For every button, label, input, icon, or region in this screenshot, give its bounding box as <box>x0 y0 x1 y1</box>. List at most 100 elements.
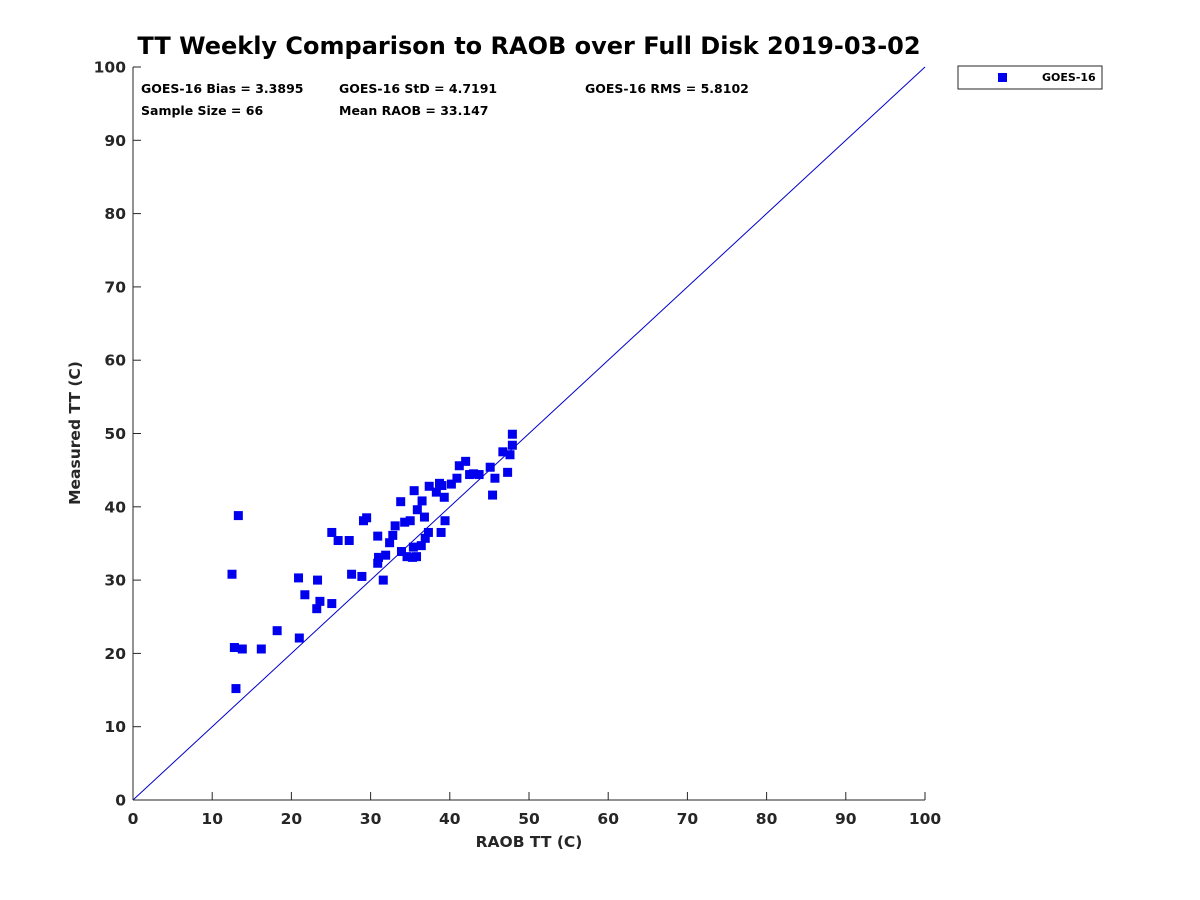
data-point <box>300 590 310 600</box>
data-point <box>474 470 484 480</box>
data-point <box>294 573 304 583</box>
data-point <box>294 633 304 643</box>
data-points <box>227 429 517 694</box>
data-point <box>315 596 325 606</box>
data-point <box>446 479 456 489</box>
data-point <box>229 643 239 653</box>
data-point <box>272 626 282 636</box>
x-axis-ticks: 0 10 20 30 40 50 60 70 80 90 100 <box>128 792 942 828</box>
x-tick-label: 100 <box>909 810 942 828</box>
x-tick-label: 90 <box>835 810 857 828</box>
y-tick-label: 0 <box>115 792 126 810</box>
data-point <box>231 684 241 694</box>
data-point <box>357 571 367 581</box>
x-tick-label: 80 <box>756 810 778 828</box>
data-point <box>507 429 517 439</box>
x-tick-label: 20 <box>281 810 303 828</box>
data-point <box>381 550 391 560</box>
data-point <box>461 456 471 466</box>
data-point <box>423 527 433 537</box>
data-point <box>344 536 354 546</box>
data-point <box>400 517 410 527</box>
data-point <box>452 473 462 483</box>
data-point <box>412 505 422 515</box>
x-tick-label: 70 <box>677 810 699 828</box>
legend-label: GOES-16 <box>1042 71 1096 84</box>
data-point <box>373 531 383 541</box>
data-point <box>507 440 517 450</box>
stat-std: GOES-16 StD = 4.7191 <box>339 81 497 96</box>
legend: GOES-16 <box>957 65 1103 90</box>
data-point <box>440 516 450 526</box>
x-tick-label: 0 <box>128 810 139 828</box>
y-tick-label: 90 <box>104 132 126 150</box>
data-point <box>439 492 449 502</box>
data-point <box>408 542 418 552</box>
x-tick-label: 30 <box>360 810 382 828</box>
data-point <box>362 513 372 523</box>
y-axis-label: Measured TT (C) <box>66 361 84 505</box>
legend-marker-square-icon <box>998 73 1007 82</box>
data-point <box>409 486 419 496</box>
data-point <box>327 599 337 609</box>
data-point <box>327 527 337 537</box>
data-point <box>503 467 513 477</box>
data-point <box>313 575 323 585</box>
data-point <box>436 527 446 537</box>
data-point <box>388 530 398 540</box>
data-point <box>312 604 322 614</box>
x-axis-label: RAOB TT (C) <box>476 833 583 851</box>
data-point <box>417 496 427 506</box>
x-tick-label: 40 <box>439 810 461 828</box>
data-point <box>385 538 395 548</box>
y-tick-label: 100 <box>94 59 127 77</box>
y-tick-label: 80 <box>104 205 126 223</box>
y-tick-label: 20 <box>104 645 126 663</box>
data-point <box>256 644 266 654</box>
data-point <box>233 511 243 521</box>
x-tick-label: 10 <box>201 810 223 828</box>
data-point <box>424 481 434 491</box>
y-tick-label: 60 <box>104 352 126 370</box>
data-point <box>237 644 247 654</box>
one-to-one-reference-line <box>132 66 926 801</box>
data-point <box>420 533 430 543</box>
data-point <box>374 552 384 562</box>
y-tick-label: 70 <box>104 278 126 296</box>
y-tick-label: 50 <box>104 425 126 443</box>
y-tick-label: 10 <box>104 718 126 736</box>
x-tick-label: 50 <box>518 810 540 828</box>
data-point <box>454 461 464 471</box>
data-point <box>405 516 415 526</box>
chart-title: TT Weekly Comparison to RAOB over Full D… <box>137 32 920 60</box>
data-point <box>412 552 422 562</box>
data-point <box>488 490 498 500</box>
data-point <box>378 575 388 585</box>
stat-mean-raob: Mean RAOB = 33.147 <box>339 103 488 118</box>
data-point <box>227 569 237 579</box>
data-point <box>419 512 429 522</box>
data-point <box>373 558 383 568</box>
data-point <box>416 541 426 551</box>
data-point <box>396 497 406 507</box>
data-point <box>347 569 357 579</box>
stat-sample-size: Sample Size = 66 <box>141 103 263 118</box>
data-point <box>498 447 508 457</box>
data-point <box>490 473 500 483</box>
y-axis-ticks: 0 10 20 30 40 50 60 70 80 90 100 <box>94 59 141 810</box>
stat-rms: GOES-16 RMS = 5.8102 <box>585 81 749 96</box>
data-point <box>437 481 447 491</box>
y-tick-label: 40 <box>104 498 126 516</box>
data-point <box>390 521 400 531</box>
data-point <box>431 487 441 497</box>
data-point <box>402 552 412 562</box>
data-point <box>396 547 406 557</box>
data-point <box>469 469 479 479</box>
y-tick-label: 30 <box>104 572 126 590</box>
stat-bias: GOES-16 Bias = 3.3895 <box>141 81 303 96</box>
legend-box <box>957 65 1103 90</box>
data-point <box>485 462 495 472</box>
x-tick-label: 60 <box>597 810 619 828</box>
data-point <box>333 536 343 546</box>
